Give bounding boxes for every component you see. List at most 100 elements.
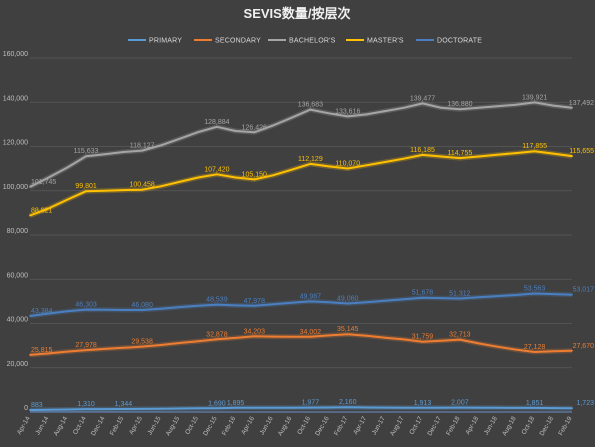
data-point <box>197 176 200 179</box>
x-tick-label: Apr-16 <box>240 415 256 436</box>
data-point <box>458 338 461 341</box>
data-point <box>346 302 349 305</box>
data-point <box>421 340 424 343</box>
data-label: 116,185 <box>410 147 435 154</box>
data-label: 1,913 <box>414 400 432 407</box>
data-point <box>29 214 31 217</box>
data-point <box>66 198 69 201</box>
data-label: 101,745 <box>31 179 56 186</box>
data-point <box>571 293 573 296</box>
data-point <box>533 150 536 153</box>
series-line-glow <box>28 99 573 190</box>
data-point <box>178 407 181 410</box>
data-point <box>402 338 405 341</box>
x-tick-label: Apr-18 <box>464 415 480 436</box>
data-label: 46,080 <box>131 302 153 309</box>
data-point <box>215 407 218 410</box>
data-point <box>440 406 443 409</box>
data-point <box>253 335 256 338</box>
data-point <box>141 407 144 410</box>
x-tick-label: Dec-17 <box>426 415 443 437</box>
data-label: 137,492 <box>569 100 594 107</box>
data-label: 43,384 <box>31 308 53 315</box>
data-point <box>328 165 330 168</box>
legend: PRIMARY SECONDARY BACHELOR'S MASTER'S DOCTOR… <box>128 38 482 45</box>
data-point <box>552 350 555 353</box>
data-point <box>384 161 387 163</box>
data-label: 136,880 <box>447 101 472 108</box>
data-point <box>440 339 443 342</box>
data-label: 883 <box>31 402 43 409</box>
data-point <box>421 154 424 156</box>
data-label: 88,821 <box>31 207 53 214</box>
y-tick-label: 80,000 <box>7 228 29 235</box>
data-point <box>122 309 125 311</box>
data-point <box>552 104 555 107</box>
data-point <box>533 292 536 295</box>
data-label: 2,160 <box>339 399 357 406</box>
data-label: 27,128 <box>524 344 546 351</box>
data-label: 136,683 <box>298 102 323 109</box>
data-label: 126,426 <box>242 124 267 131</box>
y-axis: 0 20,000 40,000 60,000 80,000 100,000 120,000 1… <box>3 51 28 412</box>
data-label: 53,017 <box>573 287 595 294</box>
data-point <box>365 301 368 304</box>
legend-label: PRIMARY <box>149 38 182 45</box>
data-point <box>421 406 424 409</box>
data-label: 1,895 <box>227 400 245 407</box>
x-tick-label: Jun-14 <box>34 415 50 436</box>
data-point <box>290 116 293 119</box>
data-point <box>29 315 31 317</box>
data-point <box>66 350 69 353</box>
data-point <box>234 336 237 339</box>
data-point <box>346 406 349 409</box>
data-point <box>141 188 144 191</box>
data-label: 1,851 <box>526 400 544 407</box>
data-point <box>440 297 443 299</box>
x-tick-label: Dec-15 <box>202 415 219 437</box>
data-point <box>178 342 181 344</box>
data-label: 51,678 <box>412 290 434 297</box>
data-point <box>253 406 256 409</box>
data-point <box>178 181 181 183</box>
data-point <box>159 307 162 310</box>
data-label: 49,987 <box>300 293 322 300</box>
y-tick-label: 120,000 <box>3 140 28 147</box>
data-point <box>421 102 424 105</box>
data-point <box>571 407 573 410</box>
data-point <box>29 185 31 188</box>
data-label: 100,458 <box>129 182 154 189</box>
x-tick-label: Aug-14 <box>53 415 70 437</box>
x-tick-label: Feb-15 <box>109 415 126 437</box>
y-tick-label: 20,000 <box>7 361 29 368</box>
series-line <box>29 406 573 411</box>
data-label: 133,616 <box>335 108 360 115</box>
data-point <box>290 406 293 409</box>
data-point <box>103 348 106 350</box>
data-point <box>571 349 573 352</box>
data-label: 32,878 <box>206 331 228 338</box>
data-point <box>309 163 312 165</box>
x-tick-label: Feb-19 <box>557 415 574 437</box>
data-label: 25,815 <box>31 347 53 354</box>
data-label: 48,539 <box>206 297 228 304</box>
data-point <box>290 301 293 304</box>
data-point <box>234 130 237 132</box>
data-point <box>309 108 312 111</box>
data-label: 35,145 <box>337 326 359 333</box>
plot-area: 883 1,310 1,344 1,690 1,895 1,977 2,160 1,913 2,… <box>28 94 595 413</box>
data-point <box>197 407 200 410</box>
x-tick-label: Oct-16 <box>296 415 312 436</box>
x-axis: Apr-14 Jun-14 Aug-14 Oct-14 Dec-14 Feb-15 Apr-… <box>16 411 574 437</box>
data-label: 107,420 <box>204 166 229 173</box>
data-point <box>272 124 274 127</box>
data-point <box>197 340 200 343</box>
data-point <box>402 106 405 109</box>
data-point <box>552 152 555 155</box>
data-label: 105,150 <box>242 171 267 178</box>
data-point <box>159 407 162 410</box>
data-point <box>552 293 555 295</box>
data-point <box>458 406 461 409</box>
data-point <box>253 131 256 134</box>
data-label: 139,477 <box>410 95 435 102</box>
